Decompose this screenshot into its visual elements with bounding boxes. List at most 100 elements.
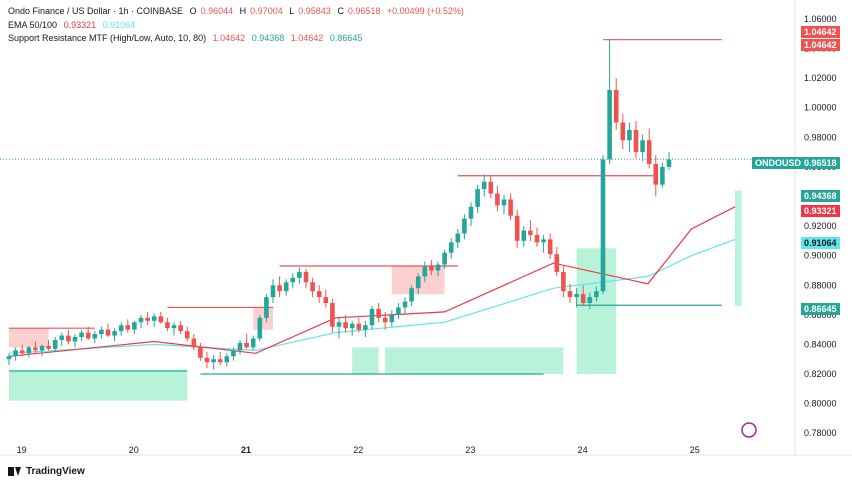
candle-body [231,350,236,357]
last-price-badge: 0.96518 [801,157,840,169]
candle-body [396,307,401,315]
y-tick-label: 0.90000 [804,251,837,261]
candle-body [118,325,124,332]
y-tick-label: 1.00000 [804,103,837,113]
candle-body [33,347,38,351]
candle-body [191,338,197,348]
candle-body [561,271,566,292]
ema50-badge: 0.93321 [801,205,840,217]
candle-body [646,140,652,164]
x-tick-label: 22 [353,445,363,455]
candle-body [165,322,170,329]
candle-body [382,317,388,323]
candle-body [99,329,104,335]
candle-body [501,199,507,206]
candle-body [92,334,98,339]
candle-body [310,282,315,292]
candle-body [138,317,144,323]
close-value: 0.96518 [347,6,381,16]
candle-body [580,294,586,304]
candle-body [6,356,12,360]
y-tick-label: 0.82000 [804,369,837,379]
candle-body [46,345,51,349]
support-zone [9,369,188,401]
ema50-line [8,206,736,357]
candle-body [85,332,91,339]
candle-body [554,254,560,272]
candle-body [26,347,32,354]
resistance-badge-a: 1.04642 [801,26,840,38]
candle-body [448,242,454,253]
candle-body [112,331,117,336]
y-tick-label: 0.88000 [804,280,837,290]
candle-body [660,166,665,185]
candle-body [627,129,632,141]
tradingview-brand[interactable]: TradingView [8,466,85,477]
candle-body [369,308,375,326]
y-tick-label: 1.02000 [804,73,837,83]
candle-body [171,325,177,329]
candle-body [402,301,408,308]
candle-body [316,291,322,298]
y-tick-label: 0.92000 [804,221,837,231]
sr-label: Support Resistance MTF (High/Low, Auto, … [8,33,207,43]
candle-body [105,329,111,336]
candle-body [495,193,500,206]
high-value: 0.97004 [250,6,283,16]
candle-body [283,282,289,292]
candle-body [409,288,414,302]
open-value: 0.96044 [200,6,234,16]
candle-body [613,89,619,123]
candle-body [435,264,441,271]
candle-body [541,239,546,243]
ema-label: EMA 50/100 [8,20,58,30]
support-badge: 0.86645 [801,303,840,315]
candle-body [349,323,355,329]
low-value: 0.95843 [298,6,331,16]
ema100-value: 0.91064 [102,20,136,30]
candle-body [633,129,639,153]
candle-body [237,342,243,351]
candle-body [376,308,381,318]
x-tick-label: 23 [465,445,475,455]
candle-body [567,291,573,298]
candle-body [59,335,65,340]
candle-body [132,322,137,330]
support-zone [352,347,379,375]
candle-body [224,356,230,363]
candle-body [475,189,480,207]
ema-legend[interactable]: EMA 50/100 0.93321 0.91064 [8,20,139,30]
candle-body [640,140,645,153]
sr-value-4: 0.86645 [329,33,363,43]
candle-body [462,218,467,234]
symbol-header: Ondo Finance / US Dollar · 1h · COINBASE… [8,6,464,16]
resistance-zone [9,328,49,348]
candle-body [488,181,494,194]
sr-legend[interactable]: Support Resistance MTF (High/Low, Auto, … [8,33,366,43]
candle-body [19,350,25,354]
candle-body [250,338,256,348]
change-value: +0.00499 (+0.52%) [386,6,464,16]
candle-body [594,291,599,298]
support-zone [385,347,564,375]
candle-body [422,266,428,277]
x-tick-label: 20 [129,445,139,455]
candle-body [323,297,329,304]
candle-body [79,332,84,338]
candle-body [330,303,335,327]
candle-body [257,317,263,339]
candle-body [574,294,579,298]
candle-body [151,316,157,321]
candle-body [184,331,190,339]
candle-body [587,297,593,304]
ema50-value: 0.93321 [63,20,97,30]
candle-body [343,322,348,329]
sr-value-1: 1.04642 [212,33,246,43]
x-tick-label: 24 [578,445,588,455]
candle-body [600,159,606,292]
candle-body [607,89,612,160]
candle-body [534,234,540,243]
candle-body [290,277,296,283]
x-tick-label: 19 [17,445,27,455]
